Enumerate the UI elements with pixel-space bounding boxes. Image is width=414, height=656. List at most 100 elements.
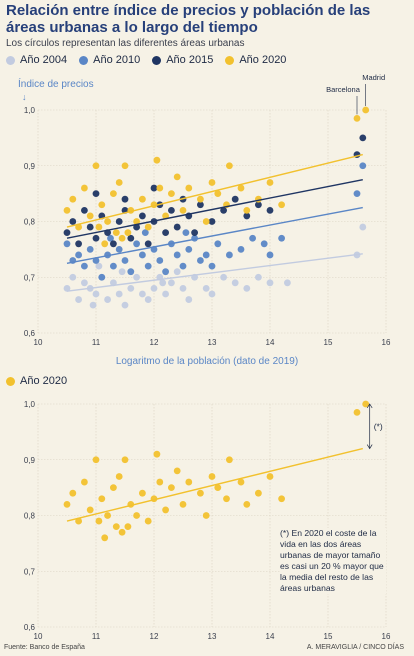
data-point bbox=[133, 273, 141, 281]
data-point bbox=[121, 257, 129, 264]
data-point bbox=[112, 229, 120, 237]
data-point bbox=[231, 279, 239, 287]
data-point bbox=[202, 251, 210, 259]
data-point bbox=[139, 290, 146, 298]
data-point bbox=[173, 467, 181, 475]
data-point bbox=[133, 512, 141, 519]
data-point bbox=[197, 201, 204, 209]
trend-line bbox=[66, 447, 363, 522]
data-point bbox=[110, 190, 117, 198]
data-point bbox=[150, 184, 158, 192]
credit-text: A. MERAVIGLIA / CINCO DÍAS bbox=[306, 644, 404, 651]
data-point bbox=[92, 190, 100, 198]
data-point bbox=[156, 478, 164, 486]
y-tick-label: 0,7 bbox=[24, 273, 36, 282]
data-point bbox=[179, 285, 187, 292]
data-point bbox=[115, 245, 123, 253]
legend-item-2020-bottom: Año 2020 bbox=[6, 375, 67, 387]
legend-label: Año 2020 bbox=[20, 375, 68, 387]
data-point bbox=[127, 285, 135, 292]
data-point bbox=[69, 273, 77, 281]
x-tick-label: 14 bbox=[266, 632, 275, 641]
data-point bbox=[220, 206, 228, 214]
data-point bbox=[115, 218, 123, 225]
data-point bbox=[237, 245, 245, 253]
data-point bbox=[266, 251, 274, 259]
x-tick-label: 11 bbox=[92, 338, 101, 347]
legend-label: Año 2010 bbox=[93, 54, 141, 66]
x-tick-label: 16 bbox=[382, 338, 391, 347]
data-point bbox=[255, 201, 262, 209]
data-point bbox=[81, 262, 88, 270]
data-point bbox=[107, 234, 114, 242]
data-point bbox=[260, 240, 268, 248]
y-tick-label: 0,8 bbox=[24, 512, 36, 521]
annotation-barcelona: Barcelona bbox=[326, 85, 361, 94]
data-point bbox=[202, 512, 210, 519]
data-point bbox=[92, 162, 100, 170]
chart-subtitle: Los círculos representan las diferentes … bbox=[6, 38, 245, 49]
data-point bbox=[98, 201, 106, 209]
data-point bbox=[266, 179, 274, 186]
legend-bottom: Año 2020 bbox=[6, 375, 67, 387]
data-point bbox=[118, 268, 126, 276]
data-point bbox=[144, 517, 152, 525]
data-point bbox=[75, 296, 82, 303]
data-point bbox=[168, 279, 175, 287]
data-point bbox=[124, 523, 132, 531]
data-point bbox=[139, 489, 146, 497]
legend-dot-icon bbox=[225, 55, 235, 65]
data-point bbox=[249, 234, 256, 242]
legend-item-2020: Año 2020 bbox=[225, 54, 286, 66]
data-point bbox=[63, 285, 71, 292]
data-point bbox=[202, 285, 210, 292]
data-point bbox=[121, 456, 129, 464]
y-tick-label: 0,9 bbox=[24, 456, 36, 465]
source-text: Fuente: Banco de España bbox=[4, 644, 85, 651]
data-point bbox=[144, 223, 152, 231]
legend-label: Año 2004 bbox=[20, 54, 68, 66]
data-point bbox=[266, 473, 274, 480]
data-point bbox=[278, 234, 285, 242]
x-tick-label: 11 bbox=[92, 632, 101, 641]
data-point bbox=[202, 218, 210, 225]
data-point bbox=[208, 218, 216, 225]
data-point bbox=[86, 212, 94, 220]
data-point bbox=[156, 257, 164, 264]
trend-line bbox=[66, 206, 363, 265]
data-point bbox=[115, 179, 123, 186]
data-point bbox=[110, 240, 117, 248]
data-point bbox=[81, 206, 88, 214]
x-tick-label: 15 bbox=[324, 632, 333, 641]
data-point bbox=[112, 523, 120, 531]
data-point bbox=[223, 495, 230, 503]
data-point bbox=[133, 240, 141, 248]
y-tick-label: 0,9 bbox=[24, 162, 36, 171]
data-point bbox=[173, 268, 181, 276]
arrow-down-icon bbox=[366, 444, 373, 450]
data-point bbox=[226, 251, 233, 259]
data-point bbox=[255, 273, 262, 281]
data-point bbox=[243, 500, 251, 508]
y-axis-label: Índice de precios bbox=[18, 79, 94, 90]
data-point bbox=[104, 512, 111, 519]
data-point bbox=[141, 229, 149, 237]
data-point bbox=[179, 500, 187, 508]
data-point bbox=[162, 506, 170, 514]
legend-dot-icon bbox=[79, 55, 89, 65]
data-point bbox=[162, 229, 170, 237]
data-point bbox=[173, 223, 181, 231]
data-point bbox=[162, 212, 170, 220]
legend-dot-icon bbox=[6, 55, 15, 65]
data-point bbox=[168, 484, 175, 492]
data-point bbox=[208, 473, 216, 480]
data-point bbox=[226, 162, 233, 170]
data-point bbox=[92, 456, 100, 464]
data-point bbox=[63, 229, 71, 237]
data-point bbox=[208, 262, 216, 270]
data-point bbox=[359, 223, 367, 231]
data-point bbox=[208, 290, 216, 298]
data-point bbox=[243, 206, 251, 214]
data-point bbox=[278, 495, 285, 503]
data-point bbox=[101, 240, 109, 248]
